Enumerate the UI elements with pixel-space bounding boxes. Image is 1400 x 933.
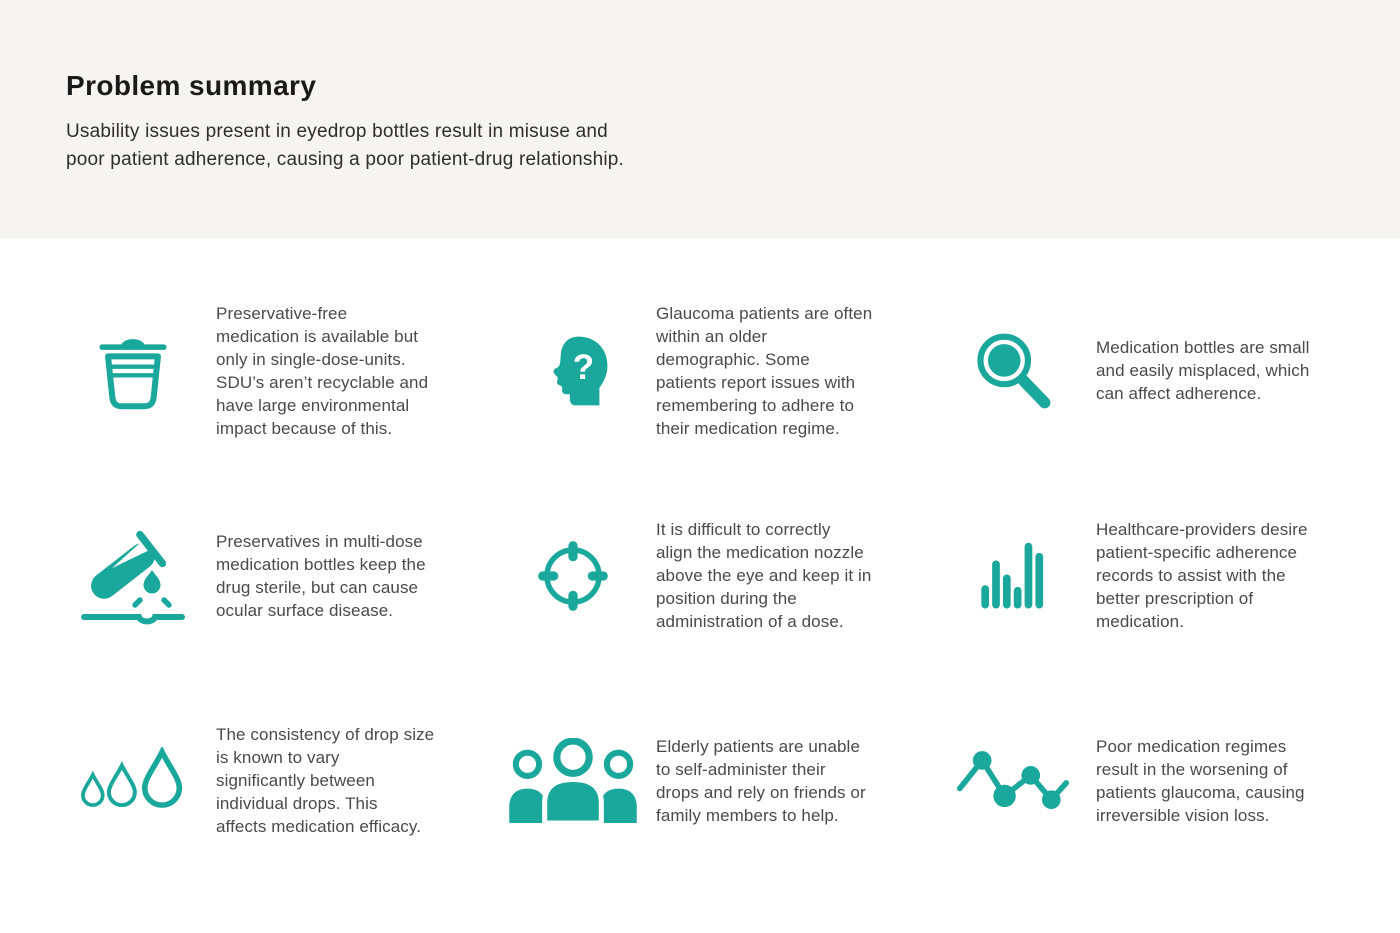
- problem-text: Preservatives in multi-dose medication b…: [216, 531, 426, 620]
- page-title: Problem summary: [66, 70, 317, 101]
- problem-cell-memory: ? Glaucoma patients are often within an …: [506, 268, 946, 473]
- problem-grid: Preservative-free medication is availabl…: [66, 268, 1400, 883]
- problem-cell-vision-loss: Poor medication regimes result in the wo…: [946, 678, 1386, 883]
- problem-cell-records: Healthcare-providers desire patient-spec…: [946, 473, 1386, 678]
- problem-text: Preservative-free medication is availabl…: [216, 303, 429, 438]
- trash-icon: [66, 325, 216, 417]
- problem-cell-preservatives: Preservatives in multi-dose medication b…: [66, 473, 506, 678]
- people-icon: [506, 737, 656, 824]
- head-question-icon: ?: [553, 336, 608, 405]
- bar-chart-icon: [946, 537, 1096, 615]
- line-chart-icon: [946, 742, 1096, 820]
- droplets-icon: [66, 746, 216, 815]
- header-band: Problem summary Usability issues present…: [0, 0, 1400, 238]
- problem-cell-alignment: It is difficult to correctly align the m…: [506, 473, 946, 678]
- problem-text: Elderly patients are unable to self-admi…: [656, 736, 866, 825]
- problem-text: Poor medication regimes result in the wo…: [1096, 736, 1305, 825]
- problem-cell-caregivers: Elderly patients are unable to self-admi…: [506, 678, 946, 883]
- target-icon: [538, 540, 608, 611]
- droplets-icon: [81, 746, 183, 808]
- problem-cell-drop-size: The consistency of drop size is known to…: [66, 678, 506, 883]
- bar-chart-icon: [981, 542, 1044, 608]
- problem-text: Healthcare-providers desire patient-spec…: [1096, 520, 1308, 631]
- test-tube-icon: [81, 530, 185, 624]
- problem-text: Medication bottles are small and easily …: [1096, 338, 1310, 403]
- test-tube-icon: [66, 526, 216, 626]
- problem-text: The consistency of drop size is known to…: [216, 725, 435, 836]
- svg-text:?: ?: [573, 348, 595, 387]
- problem-cell-sdu-waste: Preservative-free medication is availabl…: [66, 268, 506, 473]
- problem-text: Glaucoma patients are often within an ol…: [656, 303, 873, 438]
- magnifier-icon: [946, 325, 1096, 417]
- page-subtitle: Usability issues present in eyedrop bott…: [66, 121, 625, 170]
- people-icon: [509, 737, 637, 824]
- target-icon: [506, 532, 656, 620]
- magnifier-icon: [977, 333, 1051, 408]
- line-chart-icon: [956, 750, 1070, 809]
- problem-text: It is difficult to correctly align the m…: [656, 520, 872, 631]
- head-question-icon: ?: [506, 330, 656, 412]
- trash-icon: [99, 338, 167, 409]
- problem-cell-misplaced: Medication bottles are small and easily …: [946, 268, 1386, 473]
